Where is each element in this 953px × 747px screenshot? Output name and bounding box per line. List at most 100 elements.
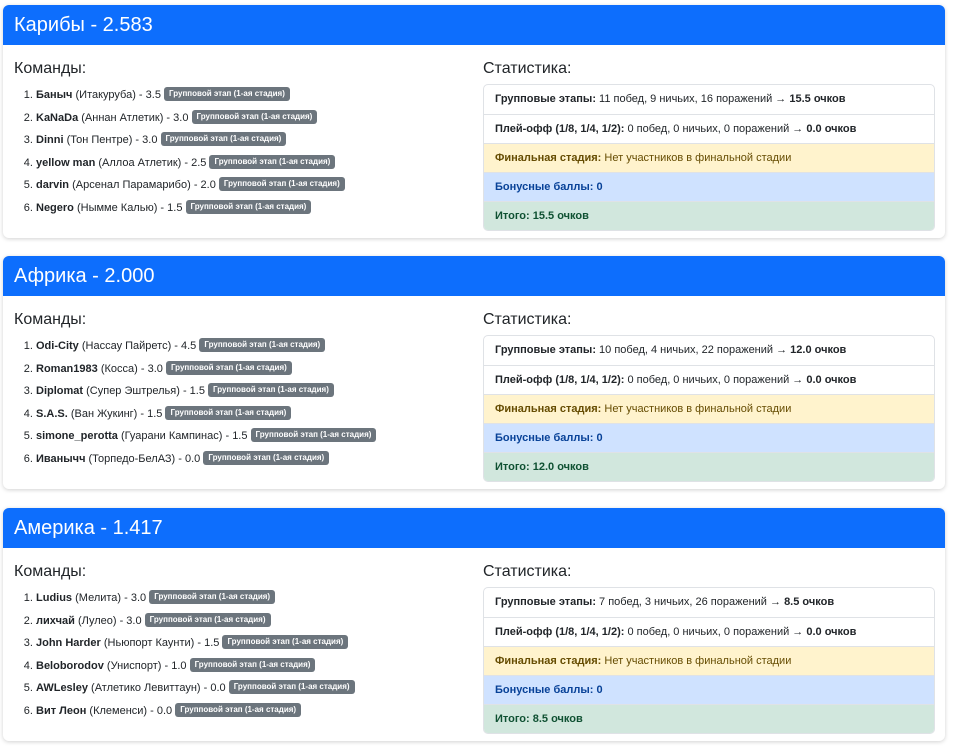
stat-final-stage: Финальная стадия: Нет участников в финал… — [484, 646, 934, 675]
team-item: John Harder (Ньюпорт Каунти) - 1.5 Групп… — [36, 632, 469, 655]
stat-final-stage: Финальная стадия: Нет участников в финал… — [484, 143, 934, 172]
team-item: Diplomat (Супер Эштрелья) - 1.5 Группово… — [36, 380, 469, 403]
stat-group-stages: Групповые этапы: 11 побед, 9 ничьих, 16 … — [484, 85, 934, 114]
player-name: Odi-City — [36, 340, 79, 352]
stat-label: Групповые этапы: — [495, 344, 596, 356]
stat-bonus: Бонусные баллы: 0 — [484, 172, 934, 201]
stage-badge: Групповой этап (1-ая стадия) — [165, 405, 292, 420]
stat-bonus-text: Бонусные баллы: 0 — [495, 684, 603, 696]
club-score: (Торпедо-БелАЗ) - 0.0 — [88, 452, 201, 465]
stage-badge: Групповой этап (1-ая стадия) — [250, 428, 377, 443]
teams-column: Команды: Ludius (Мелита) - 3.0 Групповой … — [14, 562, 469, 722]
stat-value: Нет участников в финальной стадии — [604, 403, 792, 415]
teams-heading: Команды: — [14, 563, 87, 580]
team-item: Ludius (Мелита) - 3.0 Групповой этап (1-… — [36, 587, 469, 610]
stat-points: 12.0 очков — [790, 344, 847, 356]
region-card: Америка - 1.417 Команды: Ludius (Мелита) -… — [3, 508, 945, 741]
stage-badge: Групповой этап (1-ая стадия) — [191, 109, 318, 124]
stat-playoff: Плей-офф (1/8, 1/4, 1/2): 0 побед, 0 нич… — [484, 617, 934, 646]
stat-value: 11 побед, 9 ничьих, 16 поражений → — [599, 93, 787, 105]
team-item: yellow man (Аллоа Атлетик) - 2.5 Группов… — [36, 152, 469, 175]
player-name: AWLesley — [36, 682, 88, 694]
stat-points: 0.0 очков — [806, 123, 857, 135]
club-score: (Клеменси) - 0.0 — [89, 704, 173, 717]
stage-badge: Групповой этап (1-ая стадия) — [144, 612, 271, 627]
team-item: Иванычч (Торпедо-БелАЗ) - 0.0 Групповой … — [36, 448, 469, 471]
stats-heading: Статистика: — [483, 563, 572, 580]
teams-column: Команды: Баныч (Итакуруба) - 3.5 Группово… — [14, 59, 469, 219]
stat-value: 0 побед, 0 ничьих, 0 поражений → — [627, 374, 804, 386]
club-score: (Косса) - 3.0 — [100, 362, 163, 375]
club-score: (Лулео) - 3.0 — [77, 614, 142, 627]
stat-total: Итого: 15.5 очков — [484, 201, 934, 230]
stage-badge: Групповой этап (1-ая стадия) — [164, 87, 290, 102]
player-name: John Harder — [36, 637, 101, 649]
stat-total-text: Итого: 8.5 очков — [495, 713, 583, 725]
team-item: Beloborodov (Униспорт) - 1.0 Групповой э… — [36, 655, 469, 678]
club-score: (Тон Пентре) - 3.0 — [66, 134, 158, 146]
club-score: (Ньюпорт Каунти) - 1.5 — [103, 637, 220, 649]
stats-list: Групповые этапы: 7 побед, 3 ничьих, 26 п… — [483, 587, 935, 734]
stage-badge: Групповой этап (1-ая стадия) — [165, 360, 292, 375]
player-name: Beloborodov — [36, 659, 104, 672]
stat-value: 0 побед, 0 ничьих, 0 поражений → — [627, 626, 804, 638]
team-item: Dinni (Тон Пентре) - 3.0 Групповой этап … — [36, 129, 469, 152]
teams-heading: Команды: — [14, 60, 87, 77]
player-name: Баныч — [36, 89, 73, 101]
stat-points: 8.5 очков — [784, 596, 835, 608]
stat-label: Плей-офф (1/8, 1/4, 1/2): — [495, 374, 625, 386]
team-item: Баныч (Итакуруба) - 3.5 Групповой этап (… — [36, 84, 469, 107]
team-item: лихчай (Лулео) - 3.0 Групповой этап (1-а… — [36, 610, 469, 633]
stat-total-text: Итого: 12.0 очков — [495, 461, 589, 473]
stat-label: Групповые этапы: — [495, 596, 596, 608]
stage-badge: Групповой этап (1-ая стадия) — [228, 680, 355, 695]
club-score: (Аллоа Атлетик) - 2.5 — [98, 156, 207, 169]
stage-badge: Групповой этап (1-ая стадия) — [185, 199, 312, 214]
stat-playoff: Плей-офф (1/8, 1/4, 1/2): 0 побед, 0 нич… — [484, 114, 934, 143]
team-item: darvin (Арсенал Парамарибо) - 2.0 Группо… — [36, 174, 469, 197]
stage-badge: Групповой этап (1-ая стадия) — [160, 132, 287, 147]
stage-badge: Групповой этап (1-ая стадия) — [203, 450, 330, 465]
stat-label: Плей-офф (1/8, 1/4, 1/2): — [495, 626, 625, 638]
stat-label: Финальная стадия: — [495, 152, 602, 164]
player-name: лихчай — [36, 614, 75, 627]
stage-badge: Групповой этап (1-ая стадия) — [208, 383, 334, 398]
region-body: Команды: Ludius (Мелита) - 3.0 Групповой … — [3, 548, 945, 741]
player-name: Dinni — [36, 134, 64, 146]
stats-list: Групповые этапы: 10 побед, 4 ничьих, 22 … — [483, 335, 935, 482]
region-card: Карибы - 2.583 Команды: Баныч (Итакуруба) … — [3, 5, 945, 238]
stat-bonus-text: Бонусные баллы: 0 — [495, 181, 603, 193]
club-score: (Нымме Калью) - 1.5 — [76, 201, 183, 214]
teams-list: Баныч (Итакуруба) - 3.5 Групповой этап (… — [14, 84, 469, 219]
club-score: (Аннан Атлетик) - 3.0 — [81, 111, 189, 124]
stat-value: Нет участников в финальной стадии — [604, 655, 792, 667]
club-score: (Униспорт) - 1.0 — [106, 659, 187, 672]
stage-badge: Групповой этап (1-ая стадия) — [209, 154, 336, 169]
stat-bonus: Бонусные баллы: 0 — [484, 675, 934, 704]
region-title: Карибы - 2.583 — [3, 5, 945, 45]
player-name: darvin — [36, 179, 70, 191]
club-score: (Ван Жукинг) - 1.5 — [70, 407, 163, 420]
player-name: S.A.S. — [36, 407, 68, 420]
teams-column: Команды: Odi-City (Нассау Пайретс) - 4.5 … — [14, 310, 469, 470]
team-item: S.A.S. (Ван Жукинг) - 1.5 Групповой этап… — [36, 403, 469, 426]
player-name: Иванычч — [36, 452, 86, 465]
stat-value: 0 побед, 0 ничьих, 0 поражений → — [627, 123, 804, 135]
stat-final-stage: Финальная стадия: Нет участников в финал… — [484, 394, 934, 423]
team-item: simone_perotta (Гуарани Кампинас) - 1.5 … — [36, 425, 469, 448]
club-score: (Атлетико Левиттаун) - 0.0 — [91, 682, 226, 694]
team-item: Roman1983 (Косса) - 3.0 Групповой этап (… — [36, 358, 469, 381]
region-body: Команды: Баныч (Итакуруба) - 3.5 Группово… — [3, 45, 945, 238]
region-title: Африка - 2.000 — [3, 256, 945, 296]
club-score: (Итакуруба) - 3.5 — [75, 89, 161, 101]
stat-points: 15.5 очков — [789, 93, 846, 105]
stage-badge: Групповой этап (1-ая стадия) — [222, 635, 349, 650]
player-name: Diplomat — [36, 385, 84, 397]
stat-value: Нет участников в финальной стадии — [604, 152, 792, 164]
region-body: Команды: Odi-City (Нассау Пайретс) - 4.5 … — [3, 296, 945, 489]
stat-total: Итого: 8.5 очков — [484, 704, 934, 733]
stat-total-text: Итого: 15.5 очков — [495, 210, 589, 222]
player-name: Negero — [36, 201, 74, 214]
region-title: Америка - 1.417 — [3, 508, 945, 548]
team-item: Вит Леон (Клеменси) - 0.0 Групповой этап… — [36, 700, 469, 723]
